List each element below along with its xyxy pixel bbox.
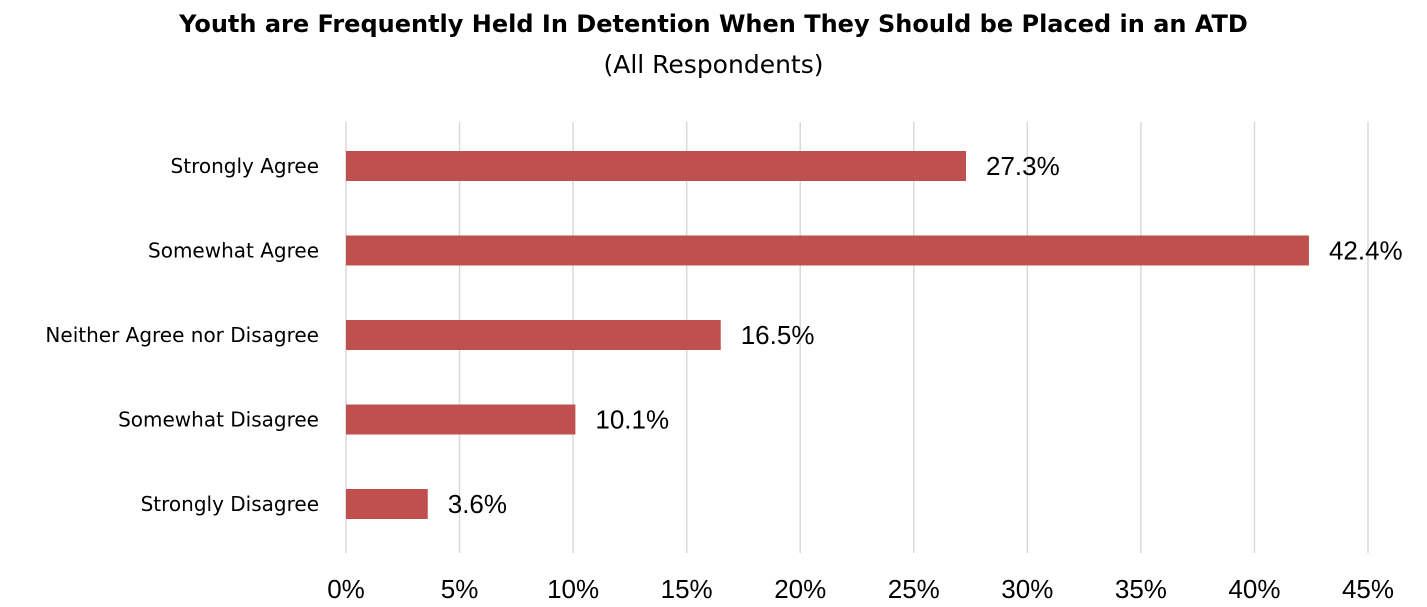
value-label: 10.1% — [595, 405, 669, 435]
bar — [346, 320, 721, 350]
category-label: Neither Agree nor Disagree — [45, 323, 319, 347]
x-tick-label: 35% — [1115, 574, 1167, 604]
chart-title: Youth are Frequently Held In Detention W… — [179, 10, 1248, 38]
category-label: Somewhat Disagree — [118, 408, 319, 432]
category-label: Somewhat Agree — [148, 239, 319, 263]
bar — [346, 404, 576, 435]
value-label: 42.4% — [1329, 236, 1403, 266]
x-tick-label: 45% — [1342, 574, 1394, 604]
category-labels: Strongly Agree Somewhat Agree Neither Agre… — [45, 154, 319, 516]
value-label: 16.5% — [741, 320, 815, 350]
category-label: Strongly Agree — [171, 154, 319, 178]
chart-subtitle: (All Respondents) — [603, 50, 824, 79]
x-tick-label: 10% — [547, 574, 599, 604]
x-tick-label: 30% — [1001, 574, 1053, 604]
x-tick-label: 0% — [327, 574, 365, 604]
bar — [346, 489, 428, 519]
category-label: Strongly Disagree — [141, 492, 319, 516]
x-tick-label: 20% — [774, 574, 826, 604]
value-labels: 27.3% 42.4% 16.5% 10.1% 3.6% — [448, 151, 1403, 519]
x-tick-label: 15% — [661, 574, 713, 604]
x-tick-label: 40% — [1228, 574, 1280, 604]
value-label: 27.3% — [986, 151, 1060, 181]
value-label: 3.6% — [448, 489, 507, 519]
bars — [346, 151, 1309, 519]
x-tick-labels: 0% 5% 10% 15% 20% 25% 30% 35% 40% 45% — [327, 574, 1394, 604]
x-tick-label: 5% — [441, 574, 479, 604]
bar — [346, 235, 1309, 266]
x-tick-label: 25% — [888, 574, 940, 604]
bar — [346, 151, 967, 181]
